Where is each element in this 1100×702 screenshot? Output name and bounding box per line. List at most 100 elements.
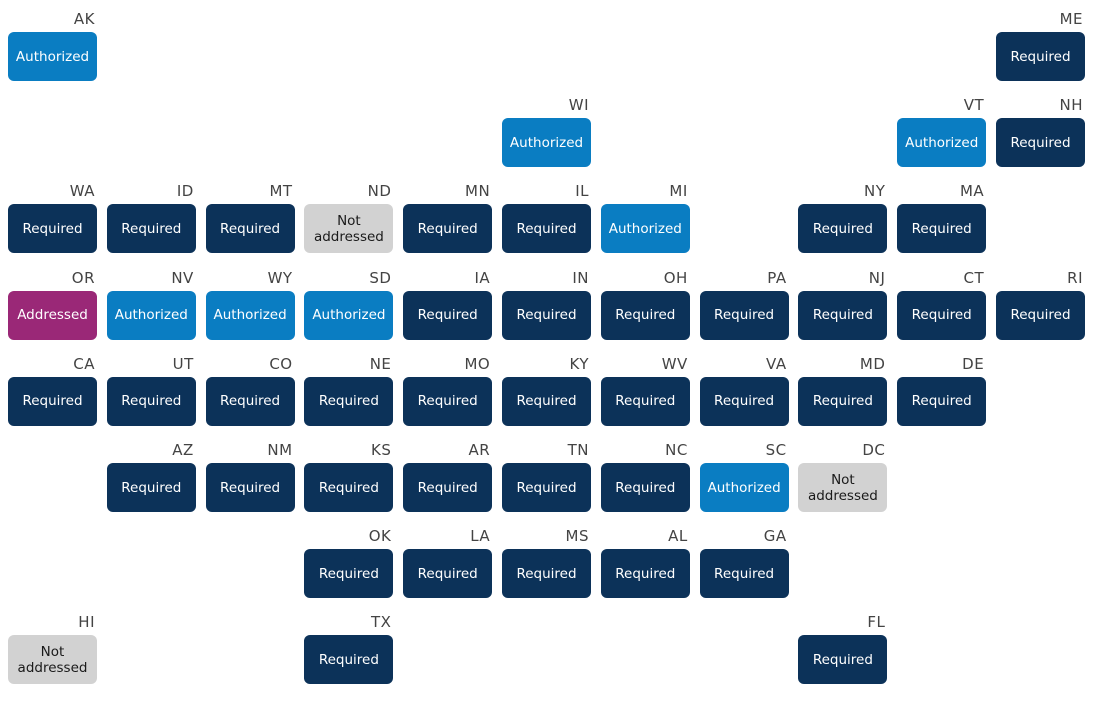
state-label: OK [368, 527, 392, 546]
state-tile: Required [304, 549, 394, 599]
state-tile: Required [798, 290, 888, 340]
state-label: OR [71, 268, 95, 287]
state-label: MN [465, 182, 491, 201]
state-label: VT [963, 96, 985, 115]
state-tile: Authorized [502, 118, 591, 168]
state-label: MO [464, 354, 491, 373]
state-tile: Required [996, 290, 1085, 340]
state-label: AL [668, 527, 688, 546]
state-label: KS [371, 441, 392, 459]
state-label: KY [569, 354, 589, 373]
state-tile: Required [403, 204, 493, 254]
state-label: OH [663, 268, 688, 287]
state-tile: Required [897, 290, 987, 340]
state-label: NM [267, 441, 293, 459]
state-tile: Required [699, 376, 789, 426]
state-label: ND [367, 182, 392, 201]
state-tile: Required [600, 463, 690, 512]
state-label: DC [862, 441, 886, 459]
state-label: WI [568, 96, 589, 115]
state-tile: Not addressed [798, 463, 888, 512]
state-tile: Not addressed [8, 635, 97, 685]
state-tile: Required [502, 204, 591, 254]
state-tile: Not addressed [304, 204, 394, 254]
state-label: PA [767, 268, 787, 287]
state-tile: Required [106, 376, 196, 426]
state-label: GA [763, 527, 787, 546]
state-tile: Authorized [205, 290, 295, 340]
state-label: WV [661, 354, 688, 373]
state-tile: Required [897, 204, 987, 254]
state-tile: Authorized [8, 32, 97, 81]
state-tile: Required [996, 118, 1085, 168]
state-tile: Required [897, 376, 987, 426]
state-label: SD [369, 268, 392, 287]
state-tile: Required [699, 549, 789, 599]
state-tile: Required [403, 549, 493, 599]
state-label: NV [171, 268, 194, 287]
state-label: VA [766, 354, 787, 373]
state-label: TX [370, 613, 392, 632]
state-label: UT [172, 354, 194, 373]
state-label: ME [1059, 10, 1083, 28]
state-label: CO [269, 354, 293, 373]
state-label: MA [959, 182, 985, 201]
state-label: TN [567, 441, 589, 459]
state-label: RI [1067, 268, 1083, 287]
state-label: SC [765, 441, 787, 459]
state-label: MD [859, 354, 886, 373]
state-label: WA [69, 182, 95, 201]
state-tile: Required [996, 32, 1085, 81]
state-tile: Required [600, 549, 690, 599]
state-label: IA [474, 268, 491, 287]
state-label: AR [468, 441, 491, 459]
state-tile: Required [106, 204, 196, 254]
state-label: WY [267, 268, 293, 287]
state-tile: Required [699, 290, 789, 340]
state-tile: Required [304, 463, 394, 512]
state-tile: Required [502, 290, 591, 340]
state-tile: Required [403, 463, 493, 512]
state-label: AZ [172, 441, 194, 459]
state-tile: Required [304, 376, 394, 426]
state-tile: Authorized [106, 290, 196, 340]
state-tile: Required [8, 204, 97, 254]
state-tile: Required [798, 376, 888, 426]
state-label: CT [963, 268, 985, 287]
state-label: LA [470, 527, 491, 546]
state-label: AK [73, 10, 95, 28]
state-label: NE [369, 354, 392, 373]
state-label: CA [73, 354, 95, 373]
state-label: NY [864, 182, 886, 201]
state-tile: Required [502, 549, 591, 599]
state-label: DE [962, 354, 985, 373]
state-tile: Required [205, 463, 295, 512]
state-tile: Required [600, 376, 690, 426]
state-label: MS [565, 527, 589, 546]
state-label: MI [669, 182, 688, 201]
state-tile: Required [798, 635, 888, 685]
state-label: FL [867, 613, 886, 632]
state-tile: Authorized [897, 118, 987, 168]
state-tile: Required [502, 376, 591, 426]
state-label: NJ [868, 268, 886, 287]
state-tile: Required [798, 204, 888, 254]
state-tile: Authorized [600, 204, 690, 254]
state-tile: Required [205, 204, 295, 254]
state-tile: Required [205, 376, 295, 426]
state-tile: Required [304, 635, 394, 685]
state-label: IL [575, 182, 589, 201]
state-tile: Authorized [699, 463, 789, 512]
state-label: IN [572, 268, 589, 287]
state-tile: Required [8, 376, 97, 426]
state-label: NC [665, 441, 688, 459]
state-tile: Required [403, 290, 493, 340]
state-tile: Required [106, 463, 196, 512]
state-tile: Required [502, 463, 591, 512]
state-tile: Required [600, 290, 690, 340]
state-tile: Authorized [304, 290, 394, 340]
state-tile: Addressed [8, 290, 97, 340]
state-tile: Required [403, 376, 493, 426]
state-label: NH [1059, 96, 1083, 115]
